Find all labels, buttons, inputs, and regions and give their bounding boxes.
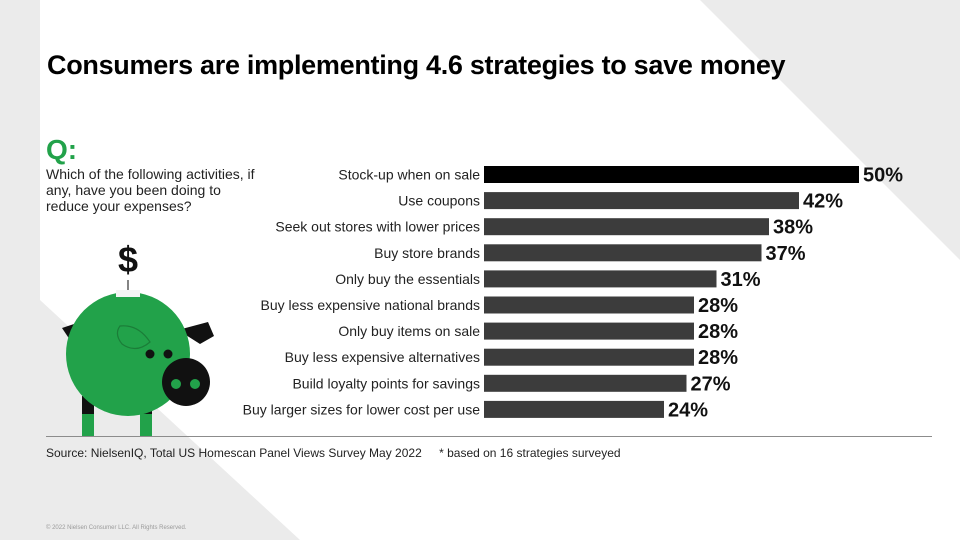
footnote: * based on 16 strategies surveyed xyxy=(439,446,621,460)
bar xyxy=(484,270,717,288)
dollar-icon: $ xyxy=(118,239,138,280)
category-label: Build loyalty points for savings xyxy=(292,375,480,391)
category-label: Use coupons xyxy=(398,193,480,209)
category-label: Buy less expensive national brands xyxy=(261,297,480,313)
bar xyxy=(484,296,694,314)
category-label: Only buy items on sale xyxy=(338,323,480,339)
value-label: 50% xyxy=(863,165,903,187)
bar xyxy=(484,166,859,183)
bar xyxy=(484,322,694,340)
category-label: Stock-up when on sale xyxy=(338,167,480,183)
copyright-notice: © 2022 Nielsen Consumer LLC. All Rights … xyxy=(46,525,187,531)
bar xyxy=(484,218,769,236)
piggy-bank-icon: $ xyxy=(62,239,214,436)
value-label: 28% xyxy=(698,347,738,369)
value-label: 24% xyxy=(668,399,708,421)
baseline-divider xyxy=(46,436,932,437)
category-label: Buy less expensive alternatives xyxy=(285,349,480,365)
value-label: 28% xyxy=(698,295,738,317)
bar xyxy=(484,348,694,366)
bar xyxy=(484,400,664,418)
category-label: Seek out stores with lower prices xyxy=(275,219,480,235)
category-label: Buy store brands xyxy=(374,245,480,261)
bar xyxy=(484,374,687,392)
question-mark-label: Q: xyxy=(46,134,78,165)
value-label: 38% xyxy=(773,217,813,239)
value-label: 31% xyxy=(721,269,761,291)
value-label: 42% xyxy=(803,191,843,213)
bar xyxy=(484,244,762,262)
value-label: 27% xyxy=(691,373,731,395)
bar xyxy=(484,192,799,210)
category-label: Buy larger sizes for lower cost per use xyxy=(243,401,481,417)
slide-title: Consumers are implementing 4.6 strategie… xyxy=(47,50,786,80)
value-label: 28% xyxy=(698,321,738,343)
value-label: 37% xyxy=(766,243,806,265)
source-line: Source: NielsenIQ, Total US Homescan Pan… xyxy=(46,446,621,460)
survey-question: Which of the following activities, if an… xyxy=(46,166,255,214)
source-citation: Source: NielsenIQ, Total US Homescan Pan… xyxy=(46,446,422,460)
category-label: Only buy the essentials xyxy=(335,271,480,287)
